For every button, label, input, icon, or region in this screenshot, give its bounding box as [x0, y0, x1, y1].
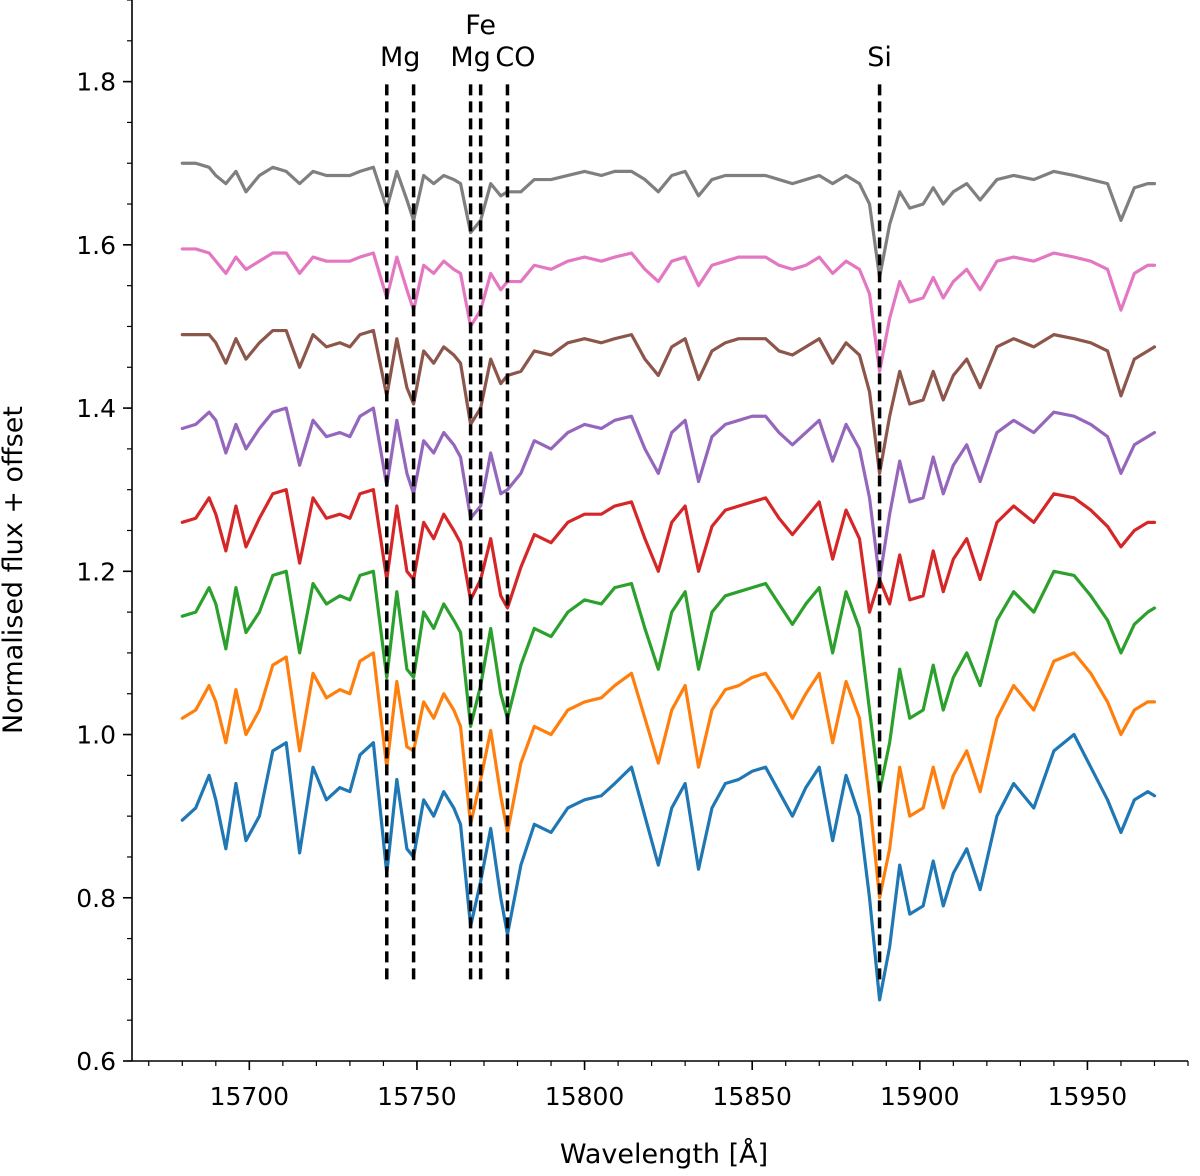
series-line-2 — [180, 651, 1157, 900]
series-line-7 — [180, 247, 1157, 373]
line-marker-label-mg: Mg — [380, 42, 420, 73]
series-line-5 — [180, 406, 1157, 582]
y-tick-label: 1.2 — [76, 557, 116, 586]
x-tick-label: 15950 — [1048, 1082, 1128, 1111]
series-line-3 — [180, 569, 1157, 794]
line-marker-label-mg: Mg — [450, 42, 490, 73]
line-marker-label-fe: Fe — [465, 10, 496, 41]
y-tick-label: 0.8 — [76, 884, 116, 913]
x-tick-label: 15750 — [377, 1082, 457, 1111]
y-axis-label: Normalised flux + offset — [0, 406, 29, 734]
x-tick-label: 15800 — [545, 1082, 625, 1111]
series-line-4 — [180, 488, 1157, 614]
x-tick-label: 15850 — [712, 1082, 792, 1111]
series-line-1 — [180, 732, 1157, 1002]
y-tick-label: 1.8 — [76, 68, 116, 97]
axes-layer: 0.6 0.8 1.0 1.2 1.4 1.6 1.8 15700 15750 15800 1585… — [76, 0, 1189, 1111]
series-layer — [180, 161, 1157, 1002]
x-tick-label: 15900 — [880, 1082, 960, 1111]
y-tick-label: 1.0 — [76, 721, 116, 750]
series-line-6 — [180, 328, 1157, 475]
y-tick-label: 1.4 — [76, 394, 116, 423]
x-tick-label: 15700 — [210, 1082, 290, 1111]
line-marker-label-co: CO — [495, 42, 535, 73]
y-tick-label: 1.6 — [76, 231, 116, 260]
line-marker-label-si: Si — [867, 42, 892, 73]
y-tick-label: 0.6 — [76, 1047, 116, 1076]
x-axis-label: Wavelength [Å] — [560, 1138, 768, 1170]
series-line-8 — [180, 161, 1157, 280]
